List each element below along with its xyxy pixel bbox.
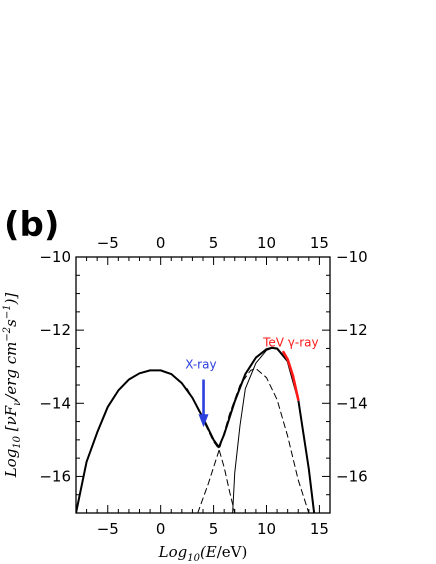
series-line-3: [232, 347, 315, 513]
x-tick-label-top: 10: [257, 234, 276, 252]
x-tick-label-bottom: 15: [310, 520, 329, 538]
y-tick-label-left: −12: [39, 321, 71, 339]
arrow-head: [198, 414, 209, 428]
y-tick-label-left: −14: [39, 394, 71, 412]
annotations-group: X-ray TeV γ-ray: [185, 336, 319, 428]
x-tick-label-bottom: 0: [156, 520, 166, 538]
y-tick-label-right: −10: [336, 248, 368, 266]
annotation-label-1: TeV γ-ray: [262, 336, 319, 350]
x-tick-label-bottom: 5: [209, 520, 219, 538]
y-tick-label-right: −14: [336, 394, 368, 412]
y-tick-label-left: −16: [39, 467, 71, 485]
y-tick-label-right: −12: [336, 321, 368, 339]
x-tick-label-bottom: −5: [97, 520, 119, 538]
x-tick-label-top: −5: [97, 234, 119, 252]
curves-group: [76, 346, 316, 513]
y-tick-label-right: −16: [336, 467, 368, 485]
x-tick-label-top: 5: [209, 234, 219, 252]
x-tick-label-bottom: 10: [257, 520, 276, 538]
series-line-0: [76, 346, 316, 513]
x-tick-label-top: 0: [156, 234, 166, 252]
x-axis-label: Log10(E/eV): [158, 543, 248, 564]
panel-label: (b): [4, 205, 59, 245]
series-line-4: [282, 350, 300, 401]
x-tick-label-top: 15: [310, 234, 329, 252]
series-line-1: [186, 388, 236, 513]
y-axis-label: Log10 [νFν/erg cm−2s−1)]: [2, 293, 23, 479]
ticks-group: [76, 256, 331, 514]
annotation-label-0: X-ray: [185, 358, 216, 372]
y-tick-label-left: −10: [39, 248, 71, 266]
tick-labels-group: −5 −5 0 0 5 5 10 10 15 15 −10 −10 −12 −12 −14 −14 −16 −16: [39, 234, 367, 538]
